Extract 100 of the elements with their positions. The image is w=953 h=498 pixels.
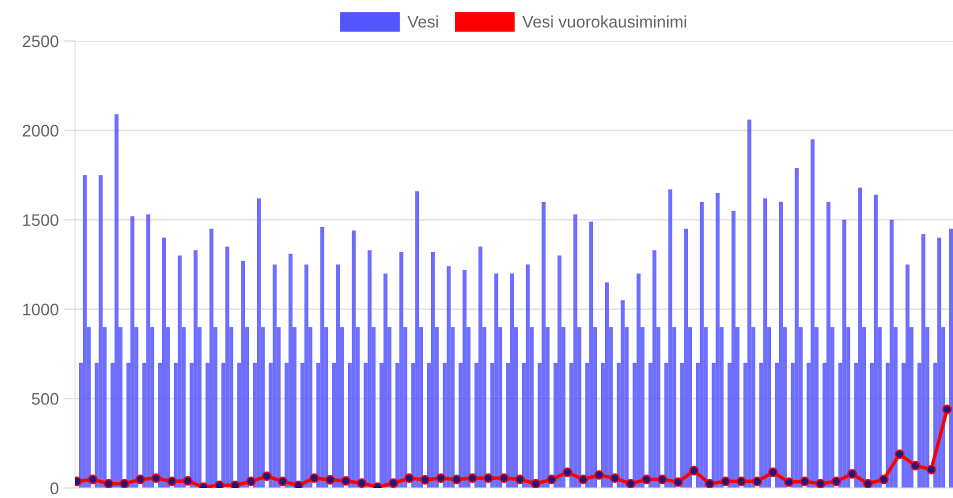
point [642,474,652,484]
bar [747,120,752,488]
bar [336,264,340,488]
bar [700,202,704,488]
point [689,466,699,476]
point [673,477,683,487]
point [530,478,541,488]
bar [763,198,768,488]
bar [858,188,862,488]
point [120,478,130,488]
point [278,476,288,486]
bar [558,256,562,488]
point [800,476,810,486]
point [388,478,398,488]
bar [589,222,594,488]
bar [778,202,783,488]
bar [494,273,498,488]
point [356,478,367,488]
legend-label: Vesi vuorokausiminimi [522,15,686,28]
point [214,480,224,488]
point [816,478,826,488]
point [404,473,414,484]
bar [304,264,308,488]
point [704,478,715,488]
point [768,467,778,478]
bar [383,273,388,488]
bar [573,214,578,488]
bar [510,273,514,488]
bar [462,270,467,488]
point [736,476,746,486]
bar [98,175,103,488]
point [341,476,351,486]
point [752,476,762,486]
point [325,474,335,485]
point [847,469,858,479]
bar [604,282,609,488]
bar [542,202,546,488]
point [452,474,462,484]
bar [890,220,894,488]
point [926,464,936,474]
legend-label: Vesi [408,15,438,28]
point [863,478,873,488]
point [104,478,114,488]
point [626,478,636,488]
bar [415,191,420,488]
bar [399,252,404,488]
bar [162,238,166,488]
bar [130,216,134,488]
bar [874,194,878,488]
point [246,476,256,486]
bar [288,254,293,488]
bar [652,250,656,488]
point [483,473,494,484]
bar [430,252,435,488]
point [436,473,446,484]
bar [526,264,530,488]
point [546,474,556,484]
y-tick-label: 0 [50,482,58,494]
y-tick-label: 2000 [22,124,58,137]
point [420,474,430,485]
bar [368,250,372,488]
point [151,473,161,484]
point [610,473,620,484]
bar [949,228,953,488]
bar [937,238,942,488]
point [468,473,478,484]
y-tick-label: 500 [32,393,58,405]
point [942,404,952,414]
bar [241,260,246,488]
y-tick-label: 1000 [23,304,58,316]
point [182,476,193,486]
point [784,477,794,487]
bar [794,168,799,488]
bar [352,230,356,488]
point [562,467,572,478]
point [515,474,525,484]
point [294,480,304,488]
bar [194,250,198,488]
point [720,476,730,486]
point [230,480,240,488]
bar [114,114,119,488]
point [499,473,509,484]
bar [810,139,815,488]
bar [178,256,182,488]
bar [921,234,926,488]
point [910,460,920,471]
bar [272,264,277,488]
bar [256,198,261,488]
point [578,474,588,484]
bar [478,246,482,488]
bar [906,264,910,488]
bar [716,192,720,488]
bar [732,210,736,488]
bar [82,175,87,488]
point [262,471,272,482]
point [135,474,146,484]
point [88,474,98,484]
point [831,476,842,486]
point [167,476,177,486]
bar [636,273,641,488]
